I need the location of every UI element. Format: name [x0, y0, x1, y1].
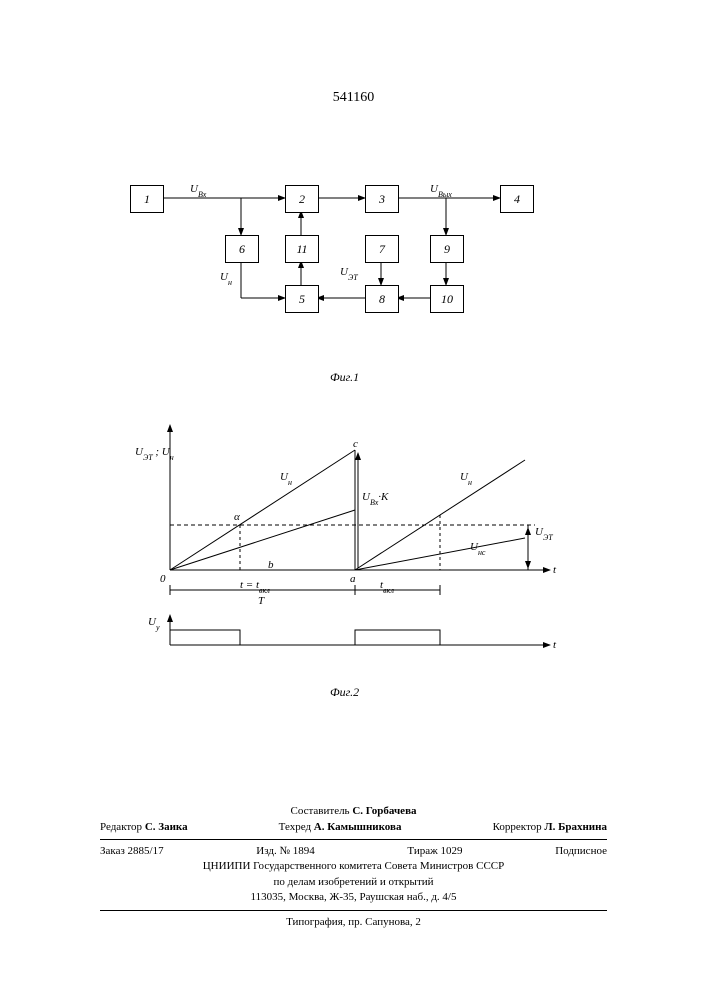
block-9: 9 [430, 235, 464, 263]
credits-row: Редактор С. Заика Техред А. Камышникова … [100, 820, 607, 835]
svg-text:Uнс: Uнс [470, 541, 486, 557]
compiler-name: С. Горбачева [352, 805, 416, 817]
svg-text:b: b [268, 559, 274, 571]
svg-text:tвкл: tвкл [380, 579, 394, 595]
org-line-2: по делам изобретений и открытий [100, 875, 607, 890]
label-un: Uн [220, 271, 232, 287]
corrector: Корректор Л. Брахнина [493, 820, 607, 835]
svg-text:T: T [258, 595, 265, 607]
block-4: 4 [500, 185, 534, 213]
org-line-1: ЦНИИПИ Государственного комитета Совета … [100, 859, 607, 874]
block-8: 8 [365, 285, 399, 313]
svg-text:UЭТ: UЭТ [535, 526, 553, 542]
svg-text:α: α [234, 511, 240, 523]
block-3: 3 [365, 185, 399, 213]
divider [100, 839, 607, 840]
block-6: 6 [225, 235, 259, 263]
svg-text:UЭТ ; Uн: UЭТ ; Uн [135, 446, 174, 462]
fig1-label: Фиг.1 [330, 370, 359, 385]
svg-text:a: a [350, 573, 356, 585]
block-7: 7 [365, 235, 399, 263]
label-uet: UЭТ [340, 266, 358, 282]
block-1: 1 [130, 185, 164, 213]
tirazh: Тираж 1029 [407, 844, 462, 859]
print-row: Заказ 2885/17 Изд. № 1894 Тираж 1029 Под… [100, 844, 607, 859]
izd-number: Изд. № 1894 [256, 844, 314, 859]
fig2-label: Фиг.2 [330, 685, 359, 700]
divider-2 [100, 910, 607, 911]
svg-text:Uу: Uу [148, 616, 160, 632]
block-11: 11 [285, 235, 319, 263]
svg-text:UВх·К: UВх·К [362, 491, 389, 507]
compiler-label: Составитель [290, 805, 349, 817]
block-5: 5 [285, 285, 319, 313]
fig2-chart: UЭТ ; Uн Uн Uн UВх·К Uнс UЭТ α b c a 0 t… [130, 420, 570, 680]
label-uvyx: UВых [430, 183, 452, 199]
techred: Техред А. Камышникова [279, 820, 402, 835]
typography: Типография, пр. Сапунова, 2 [100, 915, 607, 930]
svg-text:0: 0 [160, 573, 166, 585]
label-uvx: UВх [190, 183, 207, 199]
fig2-svg: UЭТ ; Uн Uн Uн UВх·К Uнс UЭТ α b c a 0 t… [130, 420, 570, 680]
editor: Редактор С. Заика [100, 820, 188, 835]
page-number: 541160 [0, 90, 707, 106]
block-10: 10 [430, 285, 464, 313]
footer: Составитель С. Горбачева Редактор С. Заи… [100, 804, 607, 930]
address: 113035, Москва, Ж-35, Раушская наб., д. … [100, 890, 607, 905]
block-2: 2 [285, 185, 319, 213]
podpis: Подписное [555, 844, 607, 859]
svg-text:Uн: Uн [280, 471, 292, 487]
order-number: Заказ 2885/17 [100, 844, 164, 859]
fig1-diagram: UВх UВых Uн UЭТ 1 2 3 4 6 11 7 9 5 8 10 [130, 180, 570, 370]
svg-text:Uн: Uн [460, 471, 472, 487]
compiler-line: Составитель С. Горбачева [100, 804, 607, 819]
svg-text:t: t [553, 639, 557, 651]
svg-text:t = tвкл: t = tвкл [240, 579, 270, 595]
svg-text:c: c [353, 438, 358, 450]
svg-text:t: t [553, 564, 557, 576]
